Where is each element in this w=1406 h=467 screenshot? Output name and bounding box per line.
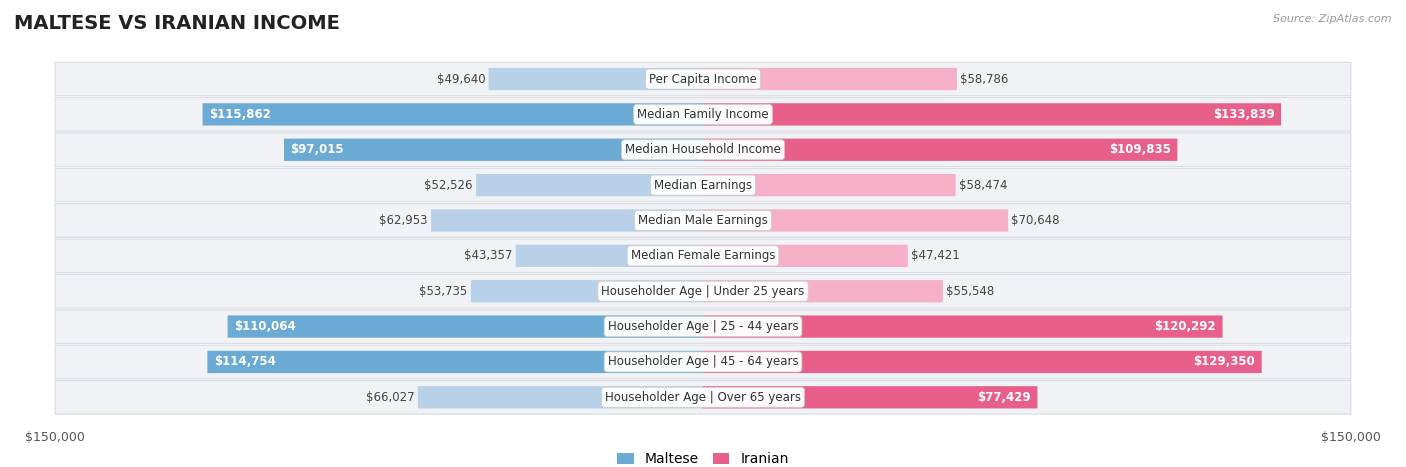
Text: $133,839: $133,839	[1213, 108, 1275, 121]
Text: MALTESE VS IRANIAN INCOME: MALTESE VS IRANIAN INCOME	[14, 14, 340, 33]
Text: $115,862: $115,862	[209, 108, 271, 121]
FancyBboxPatch shape	[703, 386, 1038, 409]
FancyBboxPatch shape	[703, 174, 956, 196]
FancyBboxPatch shape	[477, 174, 703, 196]
Text: $53,735: $53,735	[419, 285, 468, 298]
FancyBboxPatch shape	[55, 275, 1351, 308]
Text: $109,835: $109,835	[1109, 143, 1171, 156]
FancyBboxPatch shape	[202, 103, 703, 126]
FancyBboxPatch shape	[55, 62, 1351, 96]
Text: $114,754: $114,754	[214, 355, 276, 368]
Text: $70,648: $70,648	[1011, 214, 1060, 227]
FancyBboxPatch shape	[55, 168, 1351, 202]
Text: $66,027: $66,027	[366, 391, 415, 404]
Text: Median Male Earnings: Median Male Earnings	[638, 214, 768, 227]
Text: $55,548: $55,548	[946, 285, 994, 298]
Text: $120,292: $120,292	[1154, 320, 1216, 333]
FancyBboxPatch shape	[55, 204, 1351, 237]
Text: $52,526: $52,526	[425, 178, 472, 191]
Text: Median Female Earnings: Median Female Earnings	[631, 249, 775, 262]
Text: Median Earnings: Median Earnings	[654, 178, 752, 191]
FancyBboxPatch shape	[703, 315, 1223, 338]
FancyBboxPatch shape	[55, 98, 1351, 131]
FancyBboxPatch shape	[55, 381, 1351, 414]
FancyBboxPatch shape	[228, 315, 703, 338]
Text: Per Capita Income: Per Capita Income	[650, 72, 756, 85]
FancyBboxPatch shape	[418, 386, 703, 409]
Text: $97,015: $97,015	[291, 143, 344, 156]
FancyBboxPatch shape	[516, 245, 703, 267]
Text: Median Family Income: Median Family Income	[637, 108, 769, 121]
Text: Householder Age | Under 25 years: Householder Age | Under 25 years	[602, 285, 804, 298]
FancyBboxPatch shape	[703, 139, 1177, 161]
Text: Median Household Income: Median Household Income	[626, 143, 780, 156]
Text: $77,429: $77,429	[977, 391, 1031, 404]
FancyBboxPatch shape	[55, 133, 1351, 167]
Text: $49,640: $49,640	[437, 72, 485, 85]
FancyBboxPatch shape	[55, 345, 1351, 379]
Text: Householder Age | 25 - 44 years: Householder Age | 25 - 44 years	[607, 320, 799, 333]
FancyBboxPatch shape	[703, 280, 943, 302]
FancyBboxPatch shape	[703, 103, 1281, 126]
Text: $43,357: $43,357	[464, 249, 513, 262]
FancyBboxPatch shape	[703, 245, 908, 267]
FancyBboxPatch shape	[471, 280, 703, 302]
Legend: Maltese, Iranian: Maltese, Iranian	[612, 446, 794, 467]
Text: Source: ZipAtlas.com: Source: ZipAtlas.com	[1274, 14, 1392, 24]
FancyBboxPatch shape	[489, 68, 703, 90]
FancyBboxPatch shape	[55, 239, 1351, 273]
Text: $129,350: $129,350	[1194, 355, 1256, 368]
Text: $58,786: $58,786	[960, 72, 1008, 85]
Text: $58,474: $58,474	[959, 178, 1007, 191]
Text: Householder Age | Over 65 years: Householder Age | Over 65 years	[605, 391, 801, 404]
FancyBboxPatch shape	[55, 310, 1351, 343]
FancyBboxPatch shape	[703, 68, 957, 90]
FancyBboxPatch shape	[207, 351, 703, 373]
Text: $47,421: $47,421	[911, 249, 960, 262]
FancyBboxPatch shape	[284, 139, 703, 161]
Text: Householder Age | 45 - 64 years: Householder Age | 45 - 64 years	[607, 355, 799, 368]
FancyBboxPatch shape	[703, 351, 1261, 373]
FancyBboxPatch shape	[703, 209, 1008, 232]
Text: $62,953: $62,953	[380, 214, 427, 227]
Text: $110,064: $110,064	[235, 320, 295, 333]
FancyBboxPatch shape	[432, 209, 703, 232]
